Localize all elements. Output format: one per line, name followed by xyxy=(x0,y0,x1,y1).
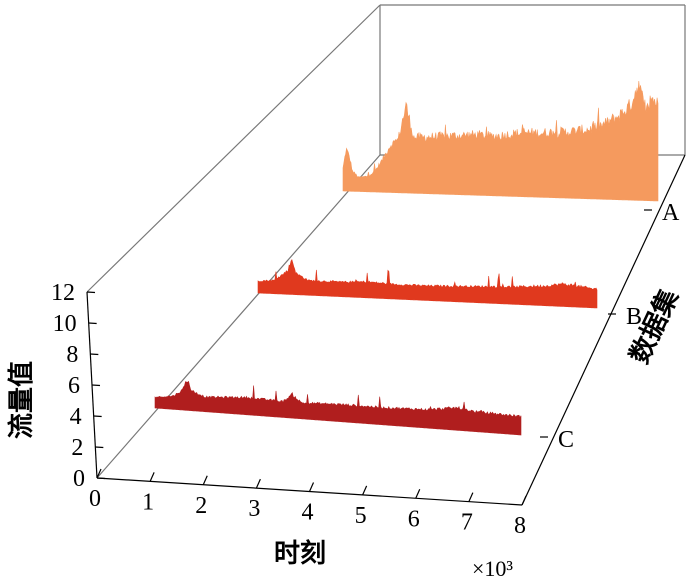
x-tick-mark xyxy=(362,485,368,496)
x-tick-label: 2 xyxy=(195,493,207,519)
x-tick-mark xyxy=(308,482,315,492)
axes xyxy=(86,154,686,506)
y-tick-mark xyxy=(86,291,96,294)
y-tick-label: 6 xyxy=(68,373,80,399)
frame-left-floor-edge xyxy=(96,154,381,479)
x-tick-label: 7 xyxy=(461,510,473,536)
y-axis-title: 流量值 xyxy=(7,361,37,439)
frame-left-top-edge xyxy=(86,4,381,293)
y-tick-label: 2 xyxy=(71,435,83,461)
series-c xyxy=(154,380,522,436)
x-tick-mark xyxy=(202,475,208,485)
x-tick-label: 1 xyxy=(142,489,154,515)
x-tick-mark xyxy=(415,489,421,499)
y-tick-label: 12 xyxy=(51,280,75,306)
y-tick-mark xyxy=(91,384,101,387)
x-tick-mark xyxy=(255,478,261,489)
series-layer xyxy=(154,80,659,436)
y-tick-mark xyxy=(95,446,104,449)
x-tick-mark xyxy=(521,495,527,506)
x-tick-mark xyxy=(468,492,474,502)
y-tick-mark xyxy=(93,415,102,418)
y-tick-mark xyxy=(90,353,99,356)
y-tick-mark xyxy=(96,477,106,480)
x-tick-mark xyxy=(96,468,102,479)
z-tick-label: A xyxy=(662,200,680,226)
x-axis-title: 时刻 xyxy=(274,538,326,569)
x-tick-mark xyxy=(149,472,155,482)
z-tick-label: C xyxy=(558,427,574,453)
x-tick-label: 8 xyxy=(514,513,526,539)
x-tick-label: 4 xyxy=(302,500,314,526)
x-tick-label: 0 xyxy=(89,486,101,512)
y-tick-mark xyxy=(88,322,97,325)
z-tick-label: B xyxy=(626,304,642,330)
z-axis-line xyxy=(521,154,686,506)
y-tick-label: 10 xyxy=(53,311,77,337)
x-axis-multiplier: ×10³ xyxy=(472,556,513,580)
series-a xyxy=(342,80,659,202)
y-tick-label: 8 xyxy=(66,342,78,368)
y-tick-label: 4 xyxy=(70,404,82,430)
x-tick-label: 5 xyxy=(355,503,367,529)
x-tick-label: 3 xyxy=(248,496,260,522)
series-b xyxy=(257,259,598,309)
y-tick-label: 0 xyxy=(73,466,85,492)
x-tick-label: 6 xyxy=(408,506,420,532)
